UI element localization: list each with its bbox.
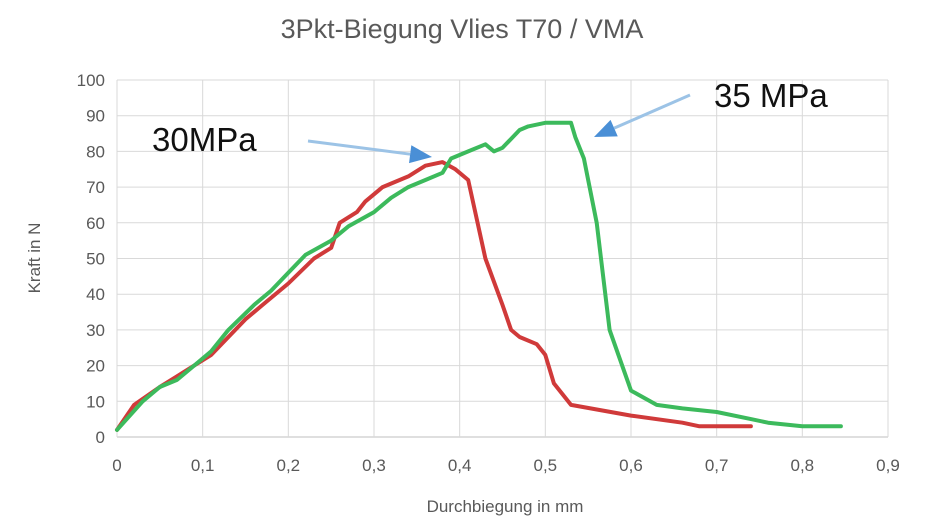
x-axis-label: Durchbiegung in mm (427, 497, 584, 516)
y-tick-label: 80 (86, 142, 105, 161)
y-tick-label: 90 (86, 107, 105, 126)
tick-labels: 0 10 20 30 40 50 60 70 80 90 100 0 0,1 0,2 0,3 0,4 0,5 0,… (77, 71, 900, 475)
x-tick-label: 0,3 (362, 456, 386, 475)
y-tick-label: 70 (86, 178, 105, 197)
x-tick-label: 0,2 (277, 456, 301, 475)
y-tick-label: 30 (86, 321, 105, 340)
x-tick-label: 0,9 (876, 456, 900, 475)
x-tick-label: 0,4 (448, 456, 472, 475)
series-line-30mpa (115, 160, 753, 432)
arrow-30mpa (307, 139, 432, 164)
x-tick-label: 0,1 (191, 456, 215, 475)
x-tick-label: 0 (112, 456, 121, 475)
series-lines (115, 120, 843, 432)
y-tick-label: 10 (86, 392, 105, 411)
y-tick-label: 50 (86, 250, 105, 269)
grid-lines (116, 79, 889, 438)
x-tick-label: 0,8 (791, 456, 815, 475)
annotation-30mpa: 30MPa (152, 121, 257, 158)
x-tick-label: 0,6 (619, 456, 643, 475)
series-line-35mpa (115, 120, 843, 432)
y-axis-label: Kraft in N (25, 223, 44, 294)
annotation-35mpa: 35 MPa (714, 77, 828, 114)
y-tick-label: 40 (86, 285, 105, 304)
y-tick-label: 0 (96, 428, 105, 447)
x-tick-label: 0,7 (705, 456, 729, 475)
annotation-arrows (307, 93, 691, 164)
chart-title: 3Pkt-Biegung Vlies T70 / VMA (281, 14, 644, 44)
x-tick-label: 0,5 (534, 456, 558, 475)
y-tick-label: 20 (86, 357, 105, 376)
arrow-35mpa (594, 93, 691, 137)
y-tick-label: 60 (86, 214, 105, 233)
y-tick-label: 100 (77, 71, 105, 90)
